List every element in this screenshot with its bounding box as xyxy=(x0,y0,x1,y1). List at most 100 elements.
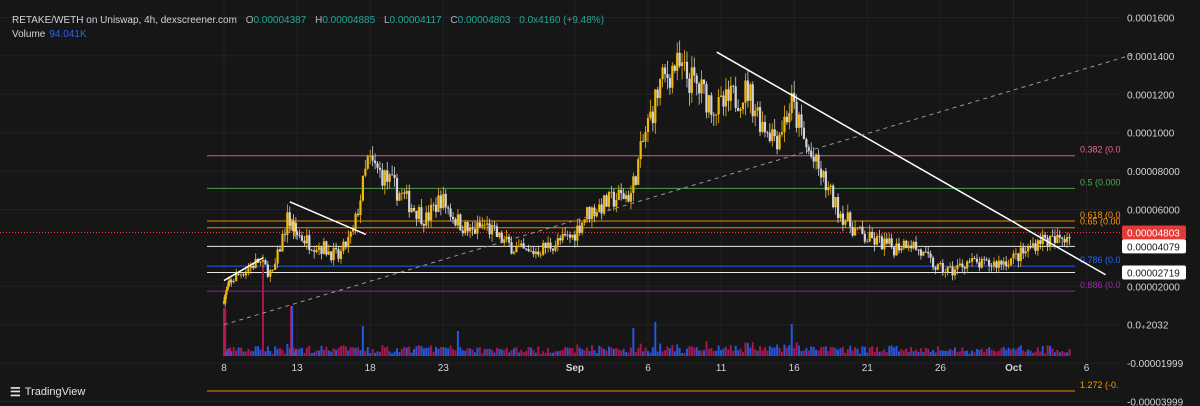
candle-body xyxy=(369,155,372,157)
candle-body xyxy=(490,225,494,235)
candle-body xyxy=(912,241,915,249)
candle-body xyxy=(434,204,438,212)
y-tick-label: -0.00003999 xyxy=(1127,398,1184,406)
candle-body xyxy=(776,136,779,150)
candle-body xyxy=(632,176,635,193)
candle-body xyxy=(359,200,362,216)
chart-header: RETAKE/WETH on Uniswap, 4h, dexscreener.… xyxy=(12,14,604,27)
volume-bar xyxy=(308,345,311,356)
volume-bar xyxy=(1007,347,1010,356)
volume-bar xyxy=(371,348,374,356)
volume-bar xyxy=(1056,350,1059,356)
volume-bar xyxy=(639,343,642,356)
volume-bar xyxy=(1049,345,1052,356)
volume-bar xyxy=(369,352,372,356)
volume-bar xyxy=(600,347,603,356)
volume-bar xyxy=(415,346,418,356)
candle-body xyxy=(627,195,630,202)
candle-body xyxy=(666,74,669,78)
volume-bar xyxy=(1017,347,1020,356)
volume-label[interactable]: Volume xyxy=(12,29,46,40)
candle-body xyxy=(410,207,413,213)
volume-bar xyxy=(525,351,528,356)
candle-body xyxy=(222,301,226,304)
candle-body xyxy=(447,207,450,209)
volume-bar xyxy=(873,351,876,356)
volume-bar xyxy=(1027,349,1030,356)
candle-body xyxy=(612,191,615,207)
candle-body xyxy=(671,65,674,88)
candle-body xyxy=(832,185,835,208)
candle-body xyxy=(1048,235,1052,247)
volume-bar xyxy=(378,351,381,356)
fib-level-label: 0.886 (0.0 xyxy=(1080,280,1121,290)
volume-bar xyxy=(271,353,274,356)
volume-bar xyxy=(717,345,720,356)
y-tick-label: -0.00001999 xyxy=(1127,359,1184,370)
volume-bar xyxy=(559,350,562,356)
price-tag xyxy=(1122,239,1186,254)
volume-bar xyxy=(646,350,649,356)
candle-body xyxy=(693,67,696,76)
volume-bar xyxy=(235,350,238,356)
tradingview-branding[interactable]: ☰ TradingView xyxy=(10,385,85,399)
candle-body xyxy=(225,290,228,295)
candle-body xyxy=(1002,261,1005,265)
candle-body xyxy=(678,52,681,67)
candle-body xyxy=(288,212,291,227)
volume-bar xyxy=(578,347,581,356)
candle-body xyxy=(542,242,545,255)
candle-body xyxy=(944,271,947,273)
volume-bar xyxy=(339,346,342,356)
candle-body xyxy=(607,192,611,207)
candle-body xyxy=(741,102,745,110)
volume-bar xyxy=(266,346,269,356)
volume-bar xyxy=(620,350,623,356)
candle-body xyxy=(754,110,757,117)
volume-bar xyxy=(690,346,693,356)
candle-body xyxy=(744,80,747,103)
volume-bar xyxy=(773,347,776,356)
candle-body xyxy=(807,147,810,152)
y-tick-label: 0.0001200 xyxy=(1127,90,1175,101)
candle-body xyxy=(946,266,949,272)
volume-bar xyxy=(627,352,630,356)
candle-body xyxy=(968,261,971,263)
volume-bar xyxy=(846,349,849,356)
candle-body xyxy=(344,241,347,248)
volume-bar xyxy=(313,352,316,356)
candle-body xyxy=(242,274,245,276)
volume-bar xyxy=(481,353,484,356)
volume-bar xyxy=(922,351,925,356)
volume-bar xyxy=(393,351,396,356)
candle-body xyxy=(722,95,725,107)
volume-bar xyxy=(805,347,808,356)
candle-body xyxy=(1007,265,1010,267)
ohlc-open-label: O xyxy=(245,15,254,26)
candle-body xyxy=(354,213,357,229)
volume-bar xyxy=(961,347,964,356)
volume-bar xyxy=(352,347,355,356)
candle-body xyxy=(296,231,299,236)
candle-body xyxy=(371,155,374,161)
fib-level-label: 0.382 (0.0 xyxy=(1080,145,1121,155)
candle-body xyxy=(910,245,913,249)
volume-bar xyxy=(710,347,713,356)
candle-body xyxy=(849,212,852,227)
volume-bar xyxy=(425,348,428,356)
symbol-title[interactable]: RETAKE/WETH on Uniswap, 4h, dexscreener.… xyxy=(12,15,237,26)
volume-bar xyxy=(383,347,386,356)
volume-bar xyxy=(739,348,742,356)
volume-bar xyxy=(880,351,883,356)
volume-bar xyxy=(727,349,730,356)
volume-bar xyxy=(396,348,399,356)
volume-bar xyxy=(456,331,459,356)
candle-body xyxy=(746,80,749,101)
candle-body xyxy=(403,192,406,194)
volume-bar xyxy=(583,350,586,356)
volume-bar xyxy=(615,347,618,356)
candle-body xyxy=(230,280,233,283)
volume-bar xyxy=(666,346,669,356)
volume-bar xyxy=(934,352,937,356)
